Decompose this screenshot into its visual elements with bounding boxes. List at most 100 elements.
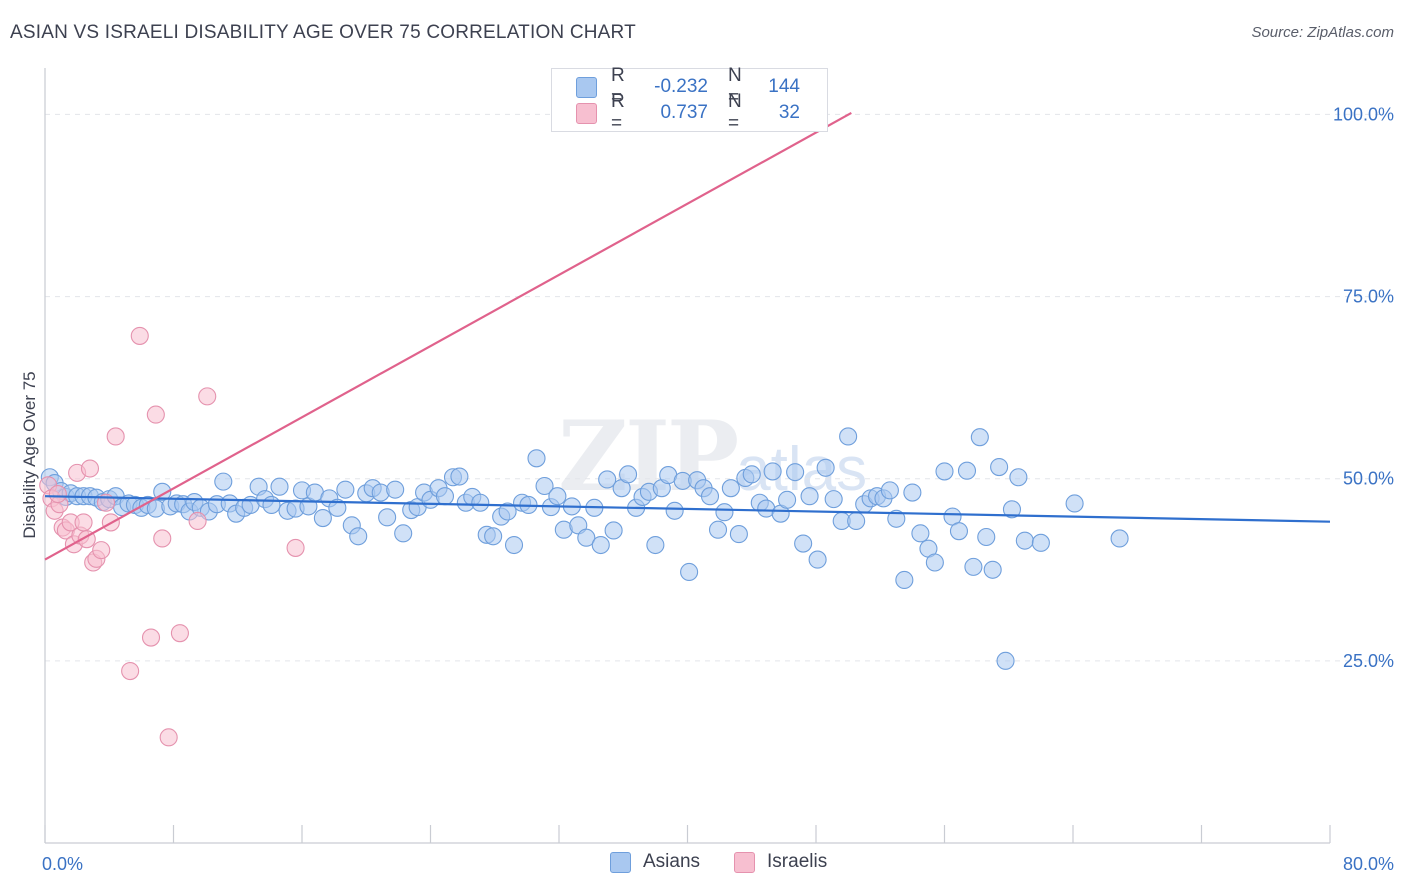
y-tick-label: 100.0% xyxy=(1333,104,1394,124)
asian-point xyxy=(808,550,827,569)
y-tick-label: 75.0% xyxy=(1343,287,1394,307)
israeli-point xyxy=(130,326,149,345)
israeli-swatch-icon xyxy=(576,102,597,124)
x-tick-label: 0.0% xyxy=(42,854,83,874)
asian-point xyxy=(577,528,596,547)
legend-item-asians[interactable]: Asians xyxy=(610,851,700,873)
r-value: -0.232 xyxy=(654,76,708,97)
asian-point xyxy=(394,524,413,543)
israeli-point xyxy=(80,459,100,478)
asian-point xyxy=(435,487,455,506)
asian-point xyxy=(880,481,899,500)
asian-point xyxy=(935,462,954,481)
asian-legend-icon xyxy=(610,851,631,873)
x-tick-label: 80.0% xyxy=(1343,854,1394,874)
correlation-legend: R = -0.232 N = 144 R = 0.737 N = 32 xyxy=(551,65,828,134)
legend-row-asians: R = -0.232 N = 144 xyxy=(576,65,800,108)
series-legend: Asians Israelis xyxy=(610,851,861,873)
asian-point xyxy=(800,487,819,506)
israeli-point xyxy=(92,541,111,560)
asian-point xyxy=(1002,500,1022,519)
asian-point xyxy=(925,553,944,572)
asian-point xyxy=(646,535,665,555)
asian-point xyxy=(990,458,1009,477)
n-value: 144 xyxy=(768,76,800,97)
asian-point xyxy=(949,522,969,541)
asian-point xyxy=(729,525,748,544)
israeli-point xyxy=(159,728,178,747)
asian-point xyxy=(1110,529,1129,548)
asian-point xyxy=(598,470,617,489)
asian-point xyxy=(262,495,281,514)
legend-label-israelis: Israelis xyxy=(767,851,828,872)
asian-point xyxy=(313,509,332,528)
asian-point xyxy=(708,520,728,539)
asian-point xyxy=(336,480,355,499)
asian-point xyxy=(983,560,1002,579)
n-label: N = xyxy=(728,65,742,108)
asian-point xyxy=(763,462,782,481)
n-value: 32 xyxy=(778,102,800,123)
asian-point xyxy=(591,535,610,555)
asian-point xyxy=(977,527,996,547)
asian-point xyxy=(721,479,740,498)
asian-point xyxy=(911,524,930,543)
legend-label-asians: Asians xyxy=(643,851,701,872)
israeli-legend-icon xyxy=(734,851,756,873)
asian-point xyxy=(1065,494,1084,513)
asian-trend-line xyxy=(44,495,1331,523)
asian-point xyxy=(903,483,922,502)
asian-point xyxy=(665,501,684,520)
asian-point xyxy=(970,428,989,447)
r-label: R = xyxy=(611,91,625,134)
asian-points xyxy=(40,427,1129,670)
asian-point xyxy=(619,465,638,484)
asian-swatch-icon xyxy=(576,76,597,98)
asian-point xyxy=(778,490,797,509)
asian-point xyxy=(527,449,546,468)
asian-point xyxy=(214,472,233,491)
israeli-point xyxy=(188,511,207,531)
asian-point xyxy=(786,463,805,482)
israeli-point xyxy=(146,405,165,424)
r-label: R = xyxy=(611,65,625,108)
asian-point xyxy=(957,461,977,480)
asian-point xyxy=(964,557,983,576)
asian-point xyxy=(895,570,914,590)
asian-point xyxy=(839,427,858,446)
asian-point xyxy=(794,534,813,553)
source-label: Source: ZipAtlas.com xyxy=(1251,24,1394,41)
israeli-point xyxy=(153,529,172,548)
axes xyxy=(44,68,1331,844)
asian-point xyxy=(715,503,734,522)
asian-point xyxy=(887,509,906,528)
asian-point xyxy=(386,480,405,499)
asian-point xyxy=(328,498,347,517)
asian-point xyxy=(604,521,623,540)
chart-title: ASIAN VS ISRAELI DISABILITY AGE OVER 75 … xyxy=(10,22,636,43)
israeli-point xyxy=(74,513,93,532)
asian-point xyxy=(548,487,567,506)
asian-point xyxy=(1031,533,1050,552)
israeli-point xyxy=(141,628,161,647)
israeli-point xyxy=(48,484,67,504)
asian-point xyxy=(504,535,524,555)
asian-point xyxy=(847,511,866,531)
israeli-points xyxy=(39,103,765,747)
israeli-point xyxy=(286,538,305,557)
israeli-point xyxy=(106,427,125,446)
asian-point xyxy=(700,487,720,506)
israeli-point xyxy=(198,387,217,406)
r-value: 0.737 xyxy=(660,102,708,123)
asian-point xyxy=(1015,531,1034,550)
asian-point xyxy=(450,467,469,486)
y-tick-label: 50.0% xyxy=(1343,469,1394,489)
n-label: N = xyxy=(728,91,742,134)
asian-point xyxy=(349,527,368,546)
gridlines xyxy=(45,113,1380,662)
y-tick-label: 25.0% xyxy=(1343,651,1394,671)
asian-point xyxy=(471,493,490,512)
asian-point xyxy=(498,502,517,521)
legend-item-israelis[interactable]: Israelis xyxy=(734,851,827,873)
